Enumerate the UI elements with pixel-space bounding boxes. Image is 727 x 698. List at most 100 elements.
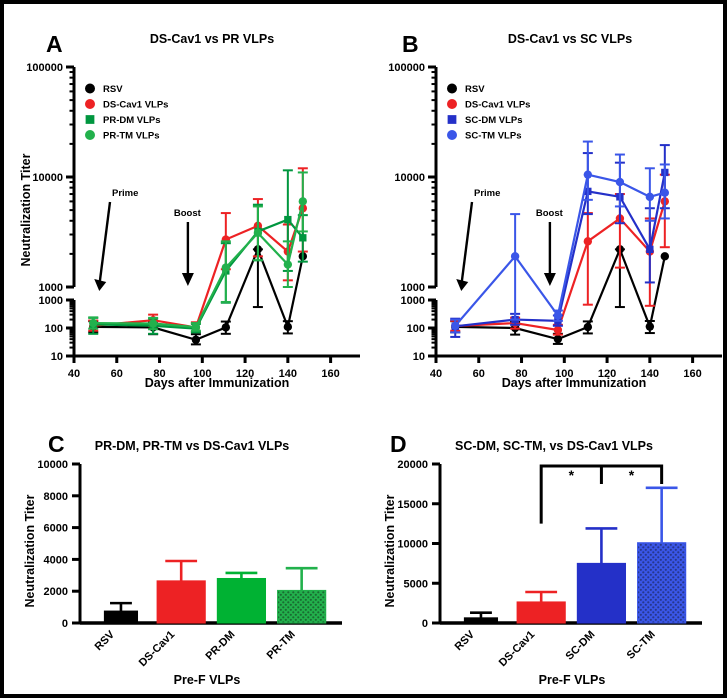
series-line-pr-tm-vlps xyxy=(93,201,304,329)
panel-b-xlabel: Days after Immunization xyxy=(502,376,646,390)
data-point xyxy=(284,215,292,224)
legend-label: SC-DM VLPs xyxy=(465,115,523,126)
data-point xyxy=(646,245,654,254)
panel-a: A DS-Cav1 vs PR VLPs 1000 10000 100000 10 10… xyxy=(12,10,372,410)
x-tick-label: 140 xyxy=(641,368,659,380)
legend-marker xyxy=(85,130,95,140)
data-point xyxy=(148,319,158,328)
panel-c: C PR-DM, PR-TM vs DS-Cav1 VLPs 0 2000 4000… xyxy=(12,416,372,694)
legend-marker xyxy=(85,99,95,109)
x-category-label: RSV xyxy=(453,628,478,653)
panel-b: B DS-Cav1 vs SC VLPs 1000 10000 100000 10 10… xyxy=(374,10,723,410)
y-tick-label: 6000 xyxy=(44,523,68,535)
legend-label: RSV xyxy=(103,84,123,95)
x-tick-label: 100 xyxy=(193,368,211,380)
legend-marker xyxy=(447,130,457,140)
x-tick-label: 40 xyxy=(430,368,442,380)
data-point xyxy=(583,170,593,179)
panel-a-letter: A xyxy=(46,31,63,57)
bar-pr-tm[interactable] xyxy=(277,589,327,624)
data-point xyxy=(645,192,655,202)
legend-marker xyxy=(447,99,457,109)
legend-label: DS-Cav1 VLPs xyxy=(465,100,530,111)
y-tick-label: 0 xyxy=(62,618,68,630)
data-point xyxy=(221,323,231,332)
y-tick-label: 100000 xyxy=(26,62,63,74)
legend-label: SC-TM VLPs xyxy=(465,131,521,142)
bar-pr-dm[interactable] xyxy=(216,577,267,624)
x-tick-label: 60 xyxy=(473,368,485,380)
panel-c-title: PR-DM, PR-TM vs DS-Cav1 VLPs xyxy=(95,439,290,453)
x-category-label: SC-TM xyxy=(625,629,658,662)
panel-d-letter: D xyxy=(390,431,407,457)
panel-c-xlabel: Pre-F VLPs xyxy=(174,673,241,687)
y-tick-label: 4000 xyxy=(44,554,68,566)
legend-marker xyxy=(85,115,95,124)
panel-d-ylabel: Neutralization Titer xyxy=(383,494,397,607)
panel-a-title: DS-Cav1 vs PR VLPs xyxy=(150,32,274,46)
legend-marker xyxy=(447,115,457,124)
annotation-boost-arrowhead xyxy=(181,273,194,286)
annotation-boost-arrowhead xyxy=(543,273,556,286)
data-point xyxy=(253,228,263,238)
bar-rsv[interactable] xyxy=(103,610,139,624)
x-category-label: PR-TM xyxy=(265,629,298,662)
panel-d-title: SC-DM, SC-TM, vs DS-Cav1 VLPs xyxy=(455,439,653,453)
bar-rsv[interactable] xyxy=(463,617,499,624)
y-tick-label: 100 xyxy=(407,323,425,335)
data-point xyxy=(221,263,231,272)
bar-ds-cav1[interactable] xyxy=(156,580,206,624)
y-tick-label: 8000 xyxy=(44,491,68,503)
y-tick-label: 10000 xyxy=(397,539,428,551)
x-category-label: SC-DM xyxy=(564,629,598,663)
x-category-label: DS-Cav1 xyxy=(137,629,177,669)
bar-sc-tm[interactable] xyxy=(637,542,687,624)
y-tick-label: 15000 xyxy=(397,499,428,511)
legend-marker xyxy=(85,83,95,94)
data-point xyxy=(583,322,593,332)
panel-d: D SC-DM, SC-TM, vs DS-Cav1 VLPs 0 5000 100… xyxy=(372,416,723,694)
bar-ds-cav1[interactable] xyxy=(516,601,566,624)
data-point xyxy=(451,321,460,330)
x-tick-label: 120 xyxy=(236,368,254,380)
bar-sc-dm[interactable] xyxy=(576,562,627,624)
y-tick-label: 1000 xyxy=(401,282,425,294)
significance-bracket-2 xyxy=(601,464,664,484)
x-tick-label: 160 xyxy=(683,368,701,380)
data-point xyxy=(645,322,655,331)
legend-label: DS-Cav1 VLPs xyxy=(103,100,168,111)
x-tick-label: 160 xyxy=(321,368,339,380)
panel-b-chart: B DS-Cav1 vs SC VLPs 1000 10000 100000 10 10… xyxy=(388,31,722,390)
y-tick-label: 2000 xyxy=(44,586,68,598)
annotation-prime-arrow xyxy=(98,201,112,287)
x-category-label: RSV xyxy=(93,628,118,653)
annotation-prime-arrowhead xyxy=(456,279,469,291)
data-point xyxy=(89,318,98,328)
annotation-prime-label: Prime xyxy=(474,188,500,199)
data-point xyxy=(660,188,670,197)
significance-star-1: * xyxy=(569,467,575,483)
y-tick-label: 1000 xyxy=(401,295,425,307)
x-tick-label: 100 xyxy=(555,368,573,380)
panel-b-letter: B xyxy=(402,31,419,57)
annotation-prime-arrow xyxy=(460,201,474,287)
panel-d-chart: D SC-DM, SC-TM, vs DS-Cav1 VLPs 0 5000 100… xyxy=(383,431,702,687)
data-point xyxy=(298,197,308,206)
annotation-prime-arrowhead xyxy=(94,279,107,291)
data-point xyxy=(191,322,201,332)
annotation-prime-label: Prime xyxy=(112,188,138,199)
data-point xyxy=(299,234,307,242)
x-tick-label: 60 xyxy=(111,368,123,380)
x-tick-label: 80 xyxy=(515,368,527,380)
y-tick-label: 0 xyxy=(422,618,428,630)
data-point xyxy=(660,252,670,261)
y-tick-label: 100 xyxy=(45,323,63,335)
panel-c-letter: C xyxy=(48,431,65,457)
significance-star-2: * xyxy=(629,467,635,483)
y-tick-label: 5000 xyxy=(404,578,428,590)
data-point xyxy=(191,335,201,344)
data-point xyxy=(283,322,293,332)
panel-c-chart: C PR-DM, PR-TM vs DS-Cav1 VLPs 0 2000 4000… xyxy=(23,431,342,687)
y-tick-label: 1000 xyxy=(39,295,63,307)
